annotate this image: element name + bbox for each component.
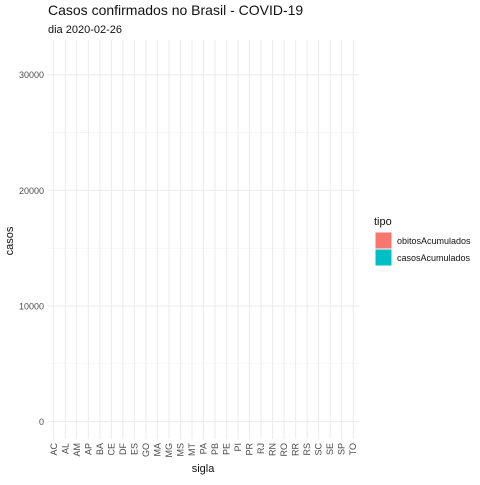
x-tick-label: AL (60, 443, 70, 454)
x-tick-label: RS (302, 443, 312, 456)
legend-swatch-casosAcumulados (374, 248, 393, 267)
x-tick-label: SP (337, 443, 347, 455)
x-tick-label: PA (199, 443, 209, 454)
legend-title: tipo (374, 216, 392, 228)
x-tick-label: RR (291, 443, 301, 456)
x-tick-label: BA (95, 443, 105, 455)
legend-items: obitosAcumulados casosAcumulados (374, 231, 471, 267)
x-tick-label: AM (72, 443, 82, 457)
legend-label-obitosAcumulados: obitosAcumulados (397, 236, 471, 246)
x-tick-label: RO (279, 443, 289, 457)
y-tick-label: 10000 (19, 302, 44, 312)
x-tick-label: RN (268, 443, 278, 456)
grid (48, 40, 359, 439)
x-tick-label: MG (164, 443, 174, 458)
chart-title: Casos confirmados no Brasil - COVID-19 (48, 2, 303, 18)
x-tick-label: TO (348, 443, 358, 455)
legend-swatch-obitosAcumulados (374, 231, 393, 250)
x-tick-label: GO (141, 443, 151, 457)
y-axis-ticks: 0 10000 20000 30000 (19, 70, 44, 427)
x-tick-label: MA (152, 443, 162, 457)
x-tick-label: MS (175, 443, 185, 457)
y-axis-label: casos (4, 226, 16, 255)
x-tick-label: ES (129, 443, 139, 455)
x-tick-label: AP (83, 443, 93, 455)
x-tick-label: DF (118, 443, 128, 455)
x-tick-label: SE (325, 443, 335, 455)
legend: tipo obitosAcumulados casosAcumulados (374, 216, 471, 267)
x-tick-label: PB (210, 443, 220, 455)
y-tick-label: 30000 (19, 70, 44, 80)
x-axis-ticks: AC AL AM AP BA CE DF ES GO MA MG MS MT PA PB PE PI PR RJ RN… (49, 443, 358, 458)
x-tick-label: AC (49, 443, 59, 456)
x-tick-label: PI (233, 443, 243, 452)
y-tick-label: 20000 (19, 186, 44, 196)
x-tick-label: RJ (256, 443, 266, 454)
x-tick-label: MT (187, 443, 197, 456)
x-tick-label: PR (245, 443, 255, 456)
x-tick-label: SC (314, 443, 324, 456)
x-tick-label: CE (106, 443, 116, 456)
y-tick-label: 0 (39, 417, 44, 427)
legend-label-casosAcumulados: casosAcumulados (397, 253, 471, 263)
x-tick-label: PE (222, 443, 232, 455)
x-axis-label: sigla (192, 463, 216, 475)
chart-subtitle: dia 2020-02-26 (48, 24, 122, 36)
